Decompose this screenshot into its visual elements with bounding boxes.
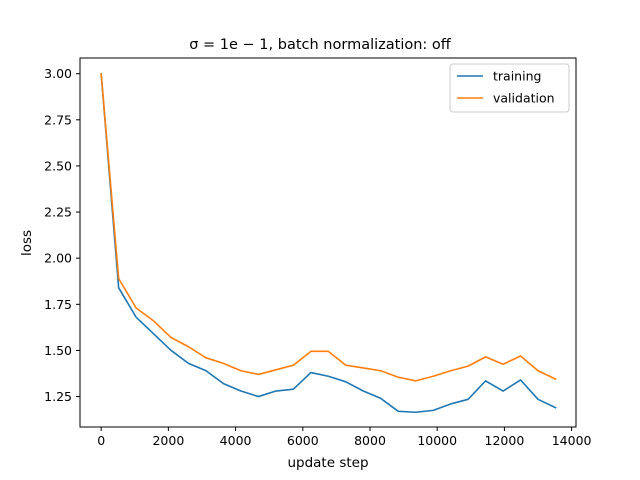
x-axis-label: update step [287,455,368,471]
x-tick-label: 10000 [417,433,457,448]
x-tick-label: 8000 [354,433,386,448]
y-tick-label: 2.00 [44,251,72,266]
legend-label-validation: validation [493,91,555,106]
chart-title: σ = 1e − 1, batch normalization: off [189,37,452,53]
plot-area [79,57,577,428]
y-axis: 1.25 1.50 1.75 2.00 2.25 2.50 2.75 3.00 [44,66,80,404]
y-tick-label: 1.50 [44,343,72,358]
x-tick-label: 2000 [152,433,184,448]
series-line-validation [100,72,557,382]
series-layer [100,72,557,414]
series-line-training [100,72,557,414]
x-tick-label: 0 [97,433,105,448]
x-tick-label: 4000 [220,433,252,448]
x-tick-label: 12000 [485,433,525,448]
y-tick-label: 2.75 [44,112,72,127]
y-tick-label: 2.25 [44,205,72,220]
legend: training validation [449,63,570,113]
x-axis: 0 2000 4000 6000 8000 10000 12000 14000 [97,427,592,448]
y-tick-label: 3.00 [44,66,72,81]
y-tick-label: 1.75 [44,297,72,312]
x-tick-label: 6000 [287,433,319,448]
x-tick-label: 14000 [552,433,592,448]
legend-label-training: training [493,69,541,84]
y-tick-label: 1.25 [44,389,72,404]
y-tick-label: 2.50 [44,158,72,173]
y-axis-label: loss [19,230,35,256]
